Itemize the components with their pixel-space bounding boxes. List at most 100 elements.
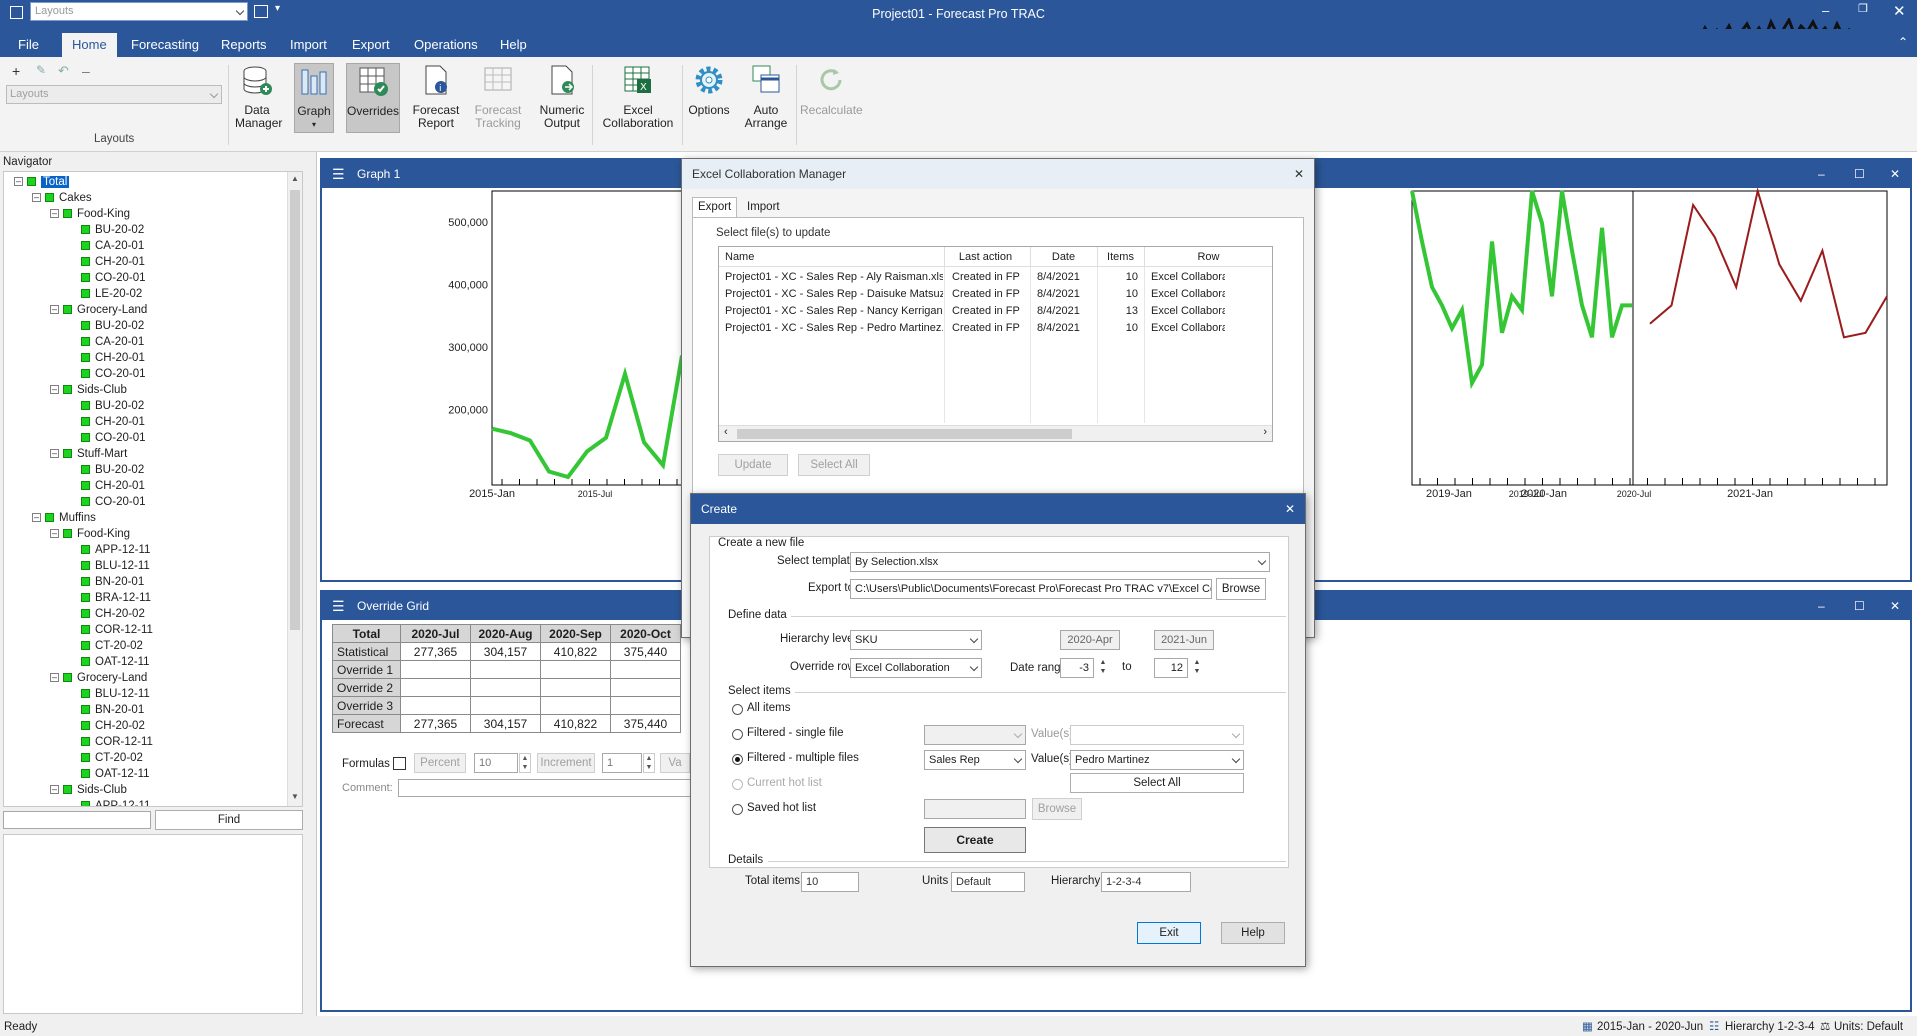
filtered-multiple-radio[interactable] — [732, 754, 743, 765]
find-button[interactable]: Find — [155, 810, 303, 830]
tree-item[interactable]: – Sids-Club — [50, 382, 127, 398]
date-range-to-input[interactable]: 12 — [1154, 658, 1188, 678]
date-range-from-input[interactable]: -3 — [1060, 658, 1094, 678]
options-button[interactable]: Options — [686, 63, 732, 117]
graph-button[interactable]: Graph ▾ — [294, 63, 334, 133]
tree-item[interactable]: OAT-12-11 — [68, 654, 150, 670]
table-cell[interactable] — [610, 696, 681, 715]
tab-home[interactable]: Home — [62, 33, 117, 57]
tree-item[interactable]: CH-20-01 — [68, 254, 145, 270]
tree-item[interactable]: APP-12-11 — [68, 798, 150, 806]
override-row-dropdown[interactable]: Excel Collaboration — [850, 658, 982, 678]
browse-button[interactable]: Browse — [1216, 578, 1266, 600]
collapse-icon[interactable]: – — [50, 384, 59, 395]
close-icon[interactable]: ✕ — [1284, 502, 1295, 516]
list-item[interactable]: Project01 - XC - Sales Rep - Daisuke Mat… — [719, 286, 1272, 303]
table-cell[interactable]: 410,822 — [540, 642, 611, 661]
table-cell[interactable]: 304,157 — [470, 642, 541, 661]
column-header-items[interactable]: Items — [1097, 247, 1143, 267]
collapse-icon[interactable]: – — [32, 512, 41, 523]
export-to-input[interactable]: C:\Users\Public\Documents\Forecast Pro\F… — [850, 579, 1212, 599]
exit-button[interactable]: Exit — [1137, 922, 1201, 944]
filtered-single-radio[interactable] — [732, 729, 743, 740]
list-item[interactable]: Project01 - XC - Sales Rep - Nancy Kerri… — [719, 303, 1272, 320]
select-all-button[interactable]: Select All — [1070, 773, 1244, 793]
tree-item[interactable]: – Food-King — [50, 526, 130, 542]
close-icon[interactable]: ✕ — [1890, 167, 1901, 181]
maximize-icon[interactable]: ☐ — [1854, 167, 1865, 181]
saved-hot-list-radio[interactable] — [732, 804, 743, 815]
navigator-scrollbar[interactable]: ▲ ▼ — [287, 172, 302, 806]
window-layout-icon[interactable] — [254, 5, 268, 18]
tree-item[interactable]: CT-20-02 — [68, 750, 143, 766]
tree-item[interactable]: – Total — [14, 174, 70, 190]
undo-layout-icon[interactable]: ↶ — [58, 63, 69, 78]
table-cell[interactable] — [470, 660, 541, 679]
formulas-checkbox[interactable] — [393, 757, 406, 770]
tree-item[interactable]: BU-20-02 — [68, 318, 144, 334]
list-item[interactable]: Project01 - XC - Sales Rep - Aly Raisman… — [719, 269, 1272, 286]
tree-item[interactable]: – Grocery-Land — [50, 670, 147, 686]
collapse-icon[interactable]: – — [50, 304, 59, 315]
tree-item[interactable]: CO-20-01 — [68, 366, 146, 382]
tab-export[interactable]: Export — [352, 37, 390, 52]
column-header-row[interactable]: Row — [1144, 247, 1272, 267]
tree-item[interactable]: APP-12-11 — [68, 542, 150, 558]
increment-button[interactable]: Increment — [537, 753, 595, 773]
tree-item[interactable]: CO-20-01 — [68, 430, 146, 446]
collapse-icon[interactable]: – — [50, 784, 59, 795]
table-cell[interactable] — [610, 660, 681, 679]
current-hot-list-radio[interactable] — [732, 779, 743, 790]
table-cell[interactable] — [540, 696, 611, 715]
list-item[interactable]: Project01 - XC - Sales Rep - Pedro Marti… — [719, 320, 1272, 337]
recalculate-button[interactable]: Recalculate — [800, 63, 863, 117]
collapse-icon[interactable]: – — [50, 208, 59, 219]
tree-item[interactable]: BLU-12-11 — [68, 558, 150, 574]
forecast-report-button[interactable]: i Forecast Report — [410, 63, 462, 130]
table-cell[interactable]: 375,440 — [610, 642, 681, 661]
minimize-icon[interactable]: – — [1818, 167, 1825, 181]
saved-hot-list-browse-button[interactable]: Browse — [1032, 798, 1082, 820]
column-header[interactable]: 2020-Sep — [540, 624, 611, 643]
column-header-last-action[interactable]: Last action — [944, 247, 1026, 267]
close-window-icon[interactable]: ✕ — [1893, 3, 1906, 20]
tree-item[interactable]: CH-20-01 — [68, 350, 145, 366]
tree-item[interactable]: – Cakes — [32, 190, 92, 206]
create-button[interactable]: Create — [924, 827, 1026, 853]
menu-icon[interactable]: ☰ — [332, 166, 345, 182]
tree-item[interactable]: LE-20-02 — [68, 286, 142, 302]
add-layout-icon[interactable]: + — [12, 63, 21, 79]
restore-window-icon[interactable]: ❐ — [1858, 3, 1868, 15]
table-cell[interactable] — [400, 696, 471, 715]
layouts-combo[interactable]: Layouts — [6, 85, 222, 104]
tree-item[interactable]: – Stuff-Mart — [50, 446, 127, 462]
tree-item[interactable]: BU-20-02 — [68, 462, 144, 478]
minimize-window-icon[interactable]: – — [1822, 3, 1830, 18]
filter-values-dropdown[interactable]: Pedro Martinez — [1070, 750, 1244, 770]
tree-item[interactable]: CT-20-02 — [68, 638, 143, 654]
filtered-single-values-dropdown[interactable] — [1070, 725, 1244, 745]
percent-value-input[interactable]: 10 — [474, 753, 518, 773]
scrollbar-thumb[interactable] — [737, 429, 1072, 439]
tree-item[interactable]: CA-20-01 — [68, 334, 144, 350]
table-cell[interactable] — [540, 678, 611, 697]
auto-arrange-button[interactable]: Auto Arrange — [740, 63, 792, 130]
select-all-button[interactable]: Select All — [798, 454, 870, 476]
find-input[interactable] — [3, 811, 151, 829]
tab-import[interactable]: Import — [747, 201, 780, 213]
tree-item[interactable]: CH-20-01 — [68, 478, 145, 494]
all-items-radio[interactable] — [732, 704, 743, 715]
scroll-right-icon[interactable]: › — [1263, 426, 1267, 438]
column-header[interactable]: 2020-Aug — [470, 624, 541, 643]
column-header[interactable]: 2020-Jul — [400, 624, 471, 643]
tree-item[interactable]: BU-20-02 — [68, 222, 144, 238]
table-cell[interactable] — [470, 696, 541, 715]
scrollbar-thumb[interactable] — [290, 190, 300, 630]
numeric-output-button[interactable]: Numeric Output — [536, 63, 588, 130]
collapse-ribbon-icon[interactable]: ⌃ — [1898, 35, 1909, 49]
tab-help[interactable]: Help — [500, 37, 527, 52]
value-button[interactable]: Va — [660, 753, 690, 773]
increment-spinner[interactable]: ▲ ▼ — [643, 753, 655, 773]
table-cell[interactable] — [400, 678, 471, 697]
filtered-single-field-dropdown[interactable] — [924, 725, 1026, 745]
